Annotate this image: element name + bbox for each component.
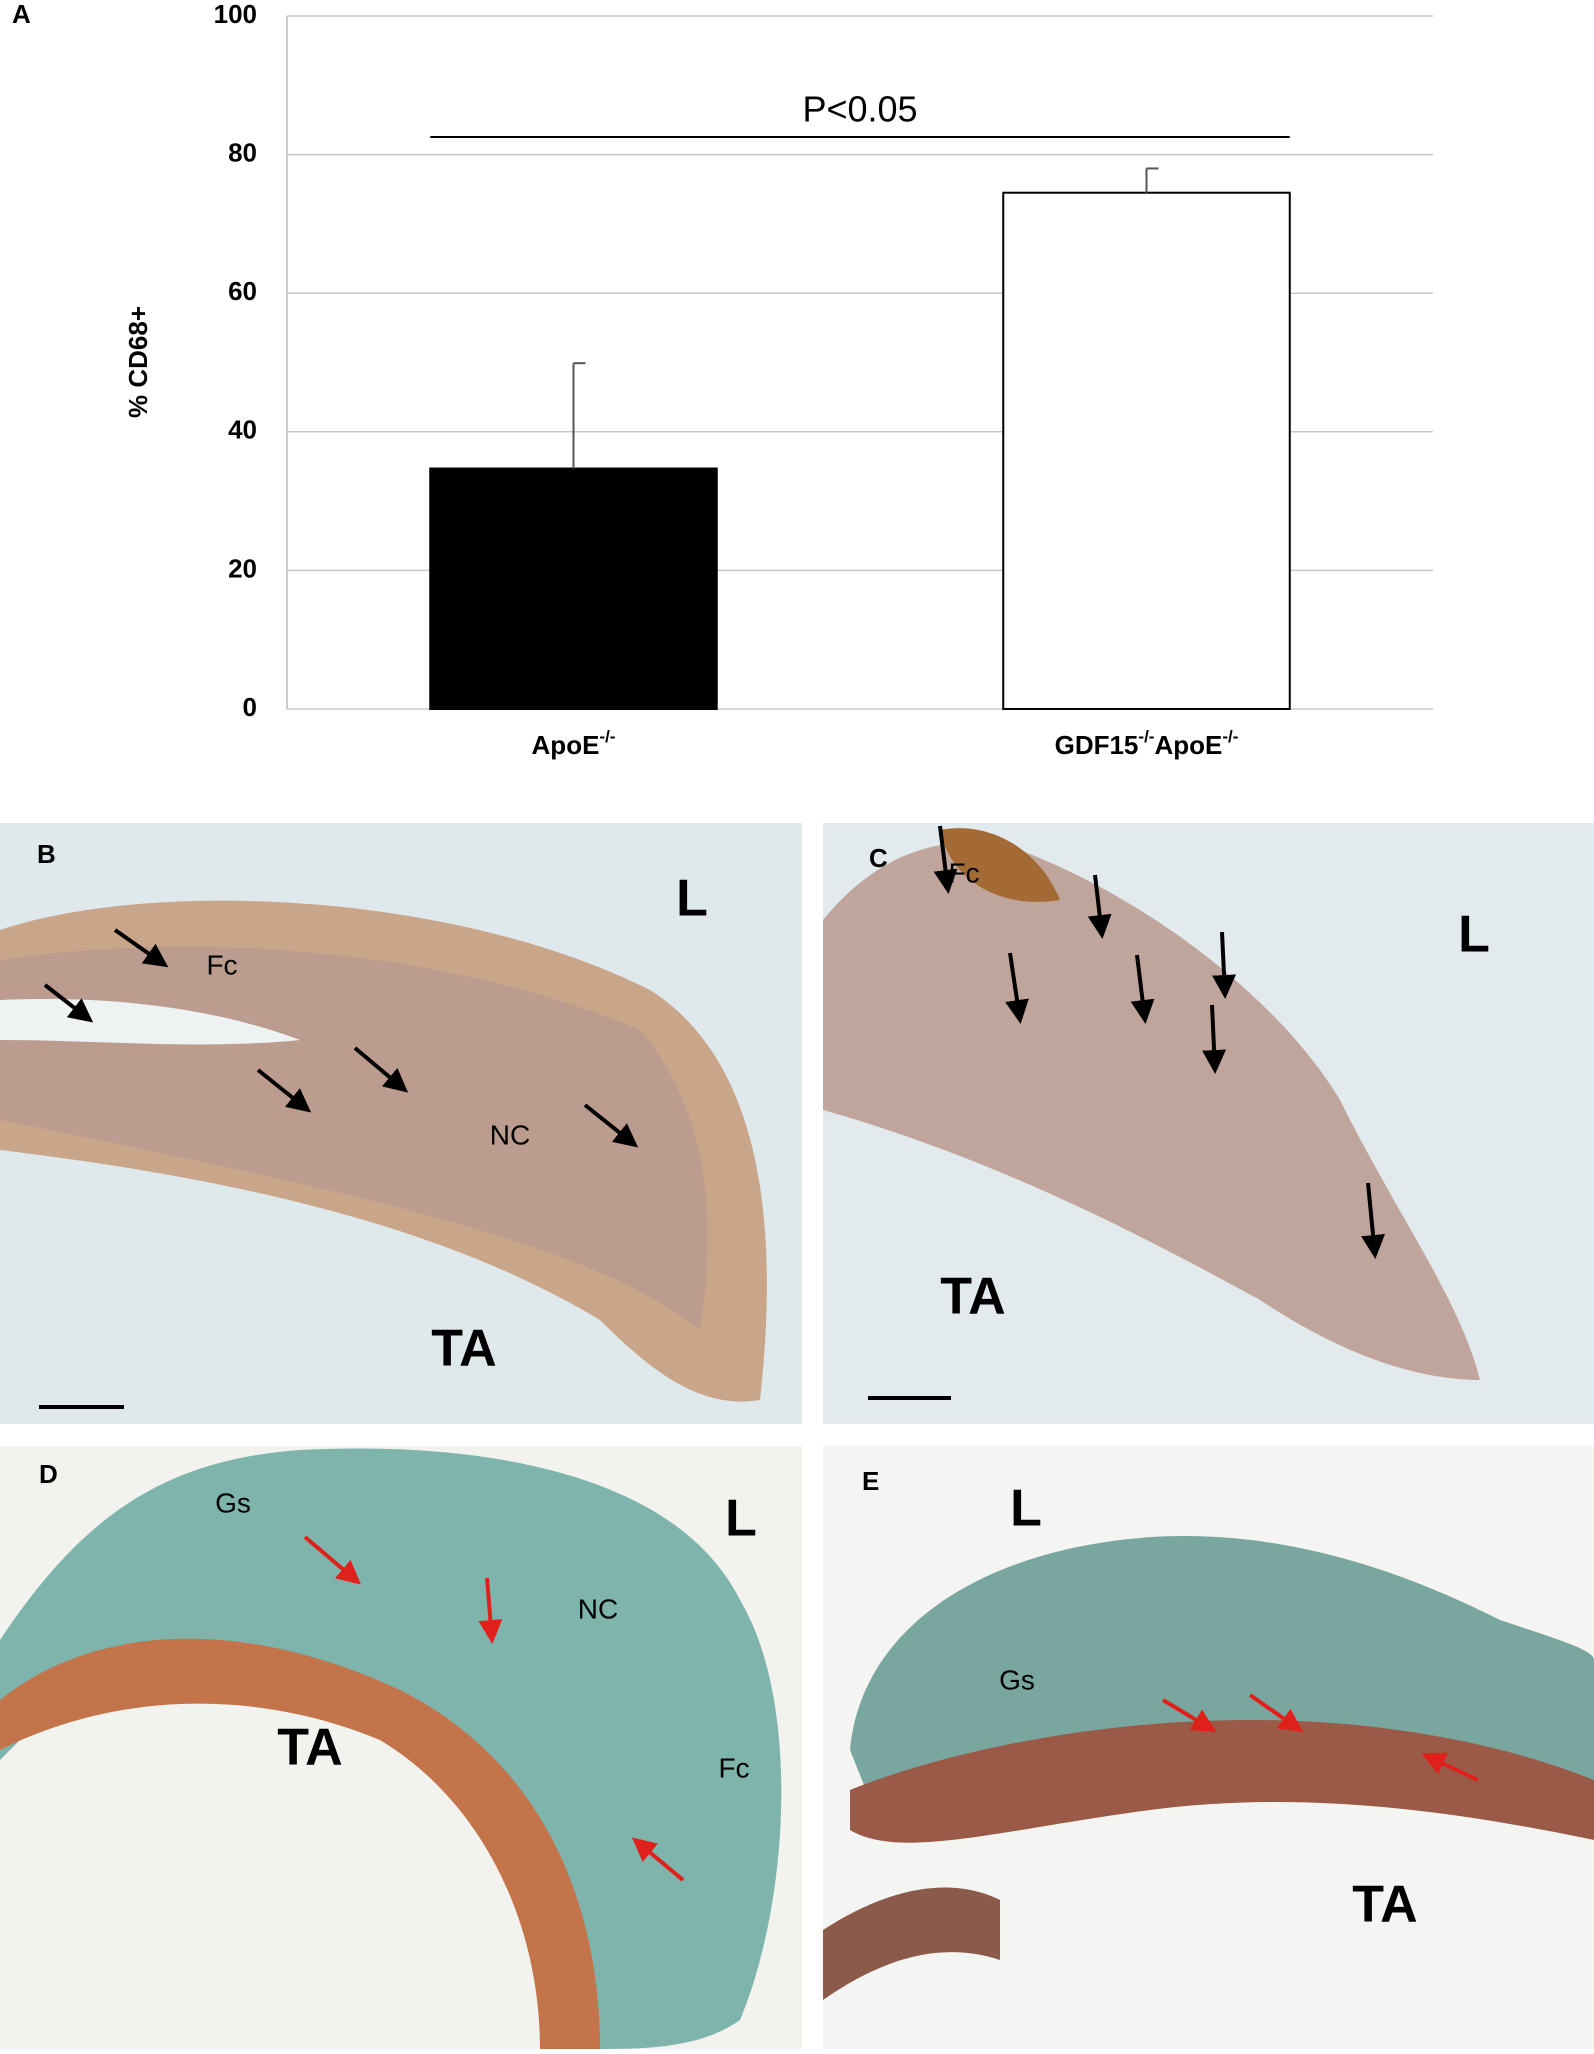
annotation: P<0.05 (802, 89, 917, 130)
region-label: Gs (215, 1487, 251, 1518)
panel-label: B (37, 839, 56, 869)
x-tick-label: GDF15-/-ApoE-/- (1055, 727, 1239, 760)
bar (429, 467, 718, 710)
region-label: NC (490, 1119, 530, 1150)
panel-label: A (12, 0, 31, 29)
panel-d: D Gs L NC TA Fc (0, 1446, 802, 2049)
region-label: Fc (206, 949, 237, 980)
region-label: Fc (948, 857, 979, 888)
region-label: NC (578, 1593, 618, 1624)
panel-e: E L Gs TA (823, 1446, 1594, 2049)
y-tick-label: 80 (228, 137, 257, 167)
bar (1002, 191, 1291, 710)
panel-c: C Fc L TA (823, 823, 1594, 1424)
region-label: TA (277, 1719, 342, 1777)
panel-label: C (869, 843, 888, 873)
y-tick-label: 20 (228, 553, 257, 583)
y-tick-label: 40 (228, 415, 257, 445)
panel-b: B L Fc NC TA (0, 823, 802, 1424)
y-tick-label: 60 (228, 276, 257, 306)
region-label: TA (1352, 1876, 1417, 1934)
region-label: TA (431, 1320, 496, 1378)
region-label: L (676, 870, 708, 928)
region-label: Fc (718, 1752, 749, 1783)
region-label: L (1458, 906, 1490, 964)
x-tick-label: ApoE-/- (532, 727, 616, 760)
region-label: Gs (999, 1664, 1035, 1695)
y-tick-label: 100 (214, 0, 257, 29)
panel-label: D (39, 1459, 58, 1489)
panel-label: E (862, 1466, 879, 1496)
region-label: TA (940, 1268, 1005, 1326)
y-tick-label: 0 (243, 692, 257, 722)
y-axis-label: % CD68+ (123, 306, 153, 418)
region-label: L (1010, 1480, 1042, 1538)
region-label: L (725, 1490, 757, 1548)
